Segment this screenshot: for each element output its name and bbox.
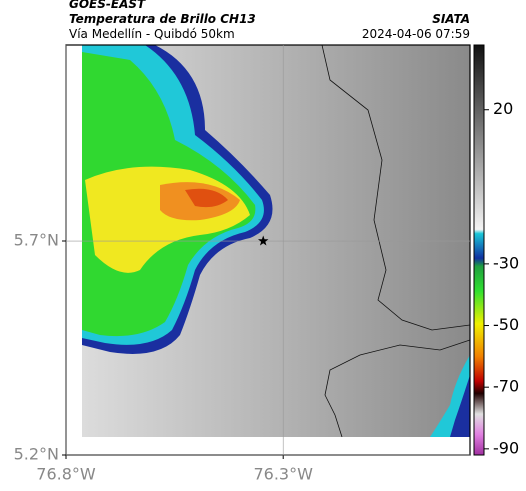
- y-tick-label: 5.7°N: [14, 231, 59, 250]
- product: Temperatura de Brillo CH13: [69, 12, 256, 26]
- x-tick-label: 76.3°W: [253, 465, 313, 484]
- timestamp: 2024-04-06 07:59: [362, 27, 470, 41]
- location-marker: [257, 235, 269, 246]
- satellite: GOES-EAST: [69, 0, 146, 11]
- colorbar-tick-label: -50: [493, 315, 519, 334]
- region: Vía Medellín - Quibdó 50km: [69, 27, 235, 41]
- colorbar-tick-label: -90: [493, 438, 519, 457]
- y-tick-label: 5.2°N: [14, 445, 59, 464]
- colorbar-tick-label: 20: [493, 99, 513, 118]
- colorbar: [473, 44, 485, 456]
- colorbar-tick-label: -70: [493, 377, 519, 396]
- x-tick-label: 76.8°W: [36, 465, 96, 484]
- colorbar-tick-label: -30: [493, 253, 519, 272]
- source: SIATA: [432, 12, 470, 26]
